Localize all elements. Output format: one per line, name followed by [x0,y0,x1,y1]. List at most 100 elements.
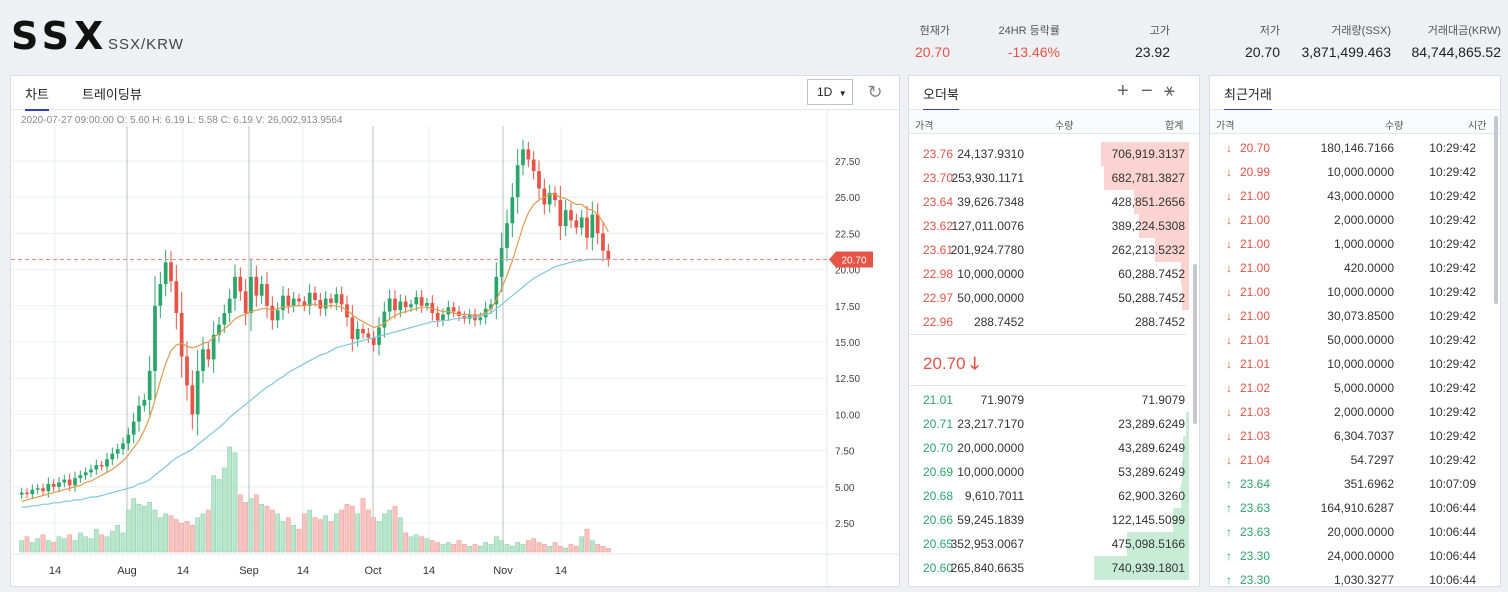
bid-total: 23,289.6249 [1118,417,1185,431]
volume-bar [451,544,457,553]
trade-row[interactable]: ↓ 21.02 5,000.0000 10:29:42 [1210,376,1490,400]
candle-body [505,223,509,248]
trade-row[interactable]: ↓ 21.03 2,000.0000 10:29:42 [1210,400,1490,424]
bid-row[interactable]: 20.60 265,840.6635 740,939.1801 [909,556,1189,580]
bid-row[interactable]: 21.01 71.9079 71.9079 [909,388,1189,412]
candle-body [569,210,573,221]
volume-bar [45,540,51,553]
trade-row[interactable]: ↑ 23.63 20,000.0000 10:06:44 [1210,520,1490,544]
ask-depth-bar [1134,190,1189,214]
candle-body [222,313,227,325]
trade-row[interactable]: ↓ 21.04 54.7297 10:29:42 [1210,448,1490,472]
ask-row[interactable]: 22.96 288.7452 288.7452 [909,310,1189,334]
tab-tradingview[interactable]: 트레이딩뷰 [82,87,142,102]
volume-bar [573,546,579,553]
candle-body [169,262,173,282]
trade-price: 21.03 [1240,405,1271,419]
orderbook-scrollbar[interactable] [1193,264,1197,424]
arrow-up-icon: ↑ [1226,549,1232,563]
bid-price: 20.60 [923,561,954,575]
volume-bar [419,536,425,553]
volume-bar [339,509,345,553]
bid-row[interactable]: 20.71 23,217.7170 23,289.6249 [909,412,1189,436]
ask-total: 389,224.5308 [1111,219,1185,233]
trade-row[interactable]: ↓ 21.00 1,000.0000 10:29:42 [1210,232,1490,256]
stat-trade-value: 거래대금(KRW) 84,744,865.52 [1398,22,1501,60]
tab-recent-trades[interactable]: 최근거래 [1224,84,1272,111]
volume-bar [131,498,137,553]
group-icon[interactable]: ⚹ [1164,80,1175,100]
trade-row[interactable]: ↓ 20.99 10,000.0000 10:29:42 [1210,160,1490,184]
bid-row[interactable]: 20.68 9,610.7011 62,900.3260 [909,484,1189,508]
ask-row[interactable]: 22.97 50,000.0000 50,288.7452 [909,286,1189,310]
candle-body [126,434,131,444]
trade-price: 20.70 [1240,141,1271,155]
volume-bar [19,540,25,553]
ask-row[interactable]: 22.98 10,000.0000 60,288.7452 [909,262,1189,286]
candle-body [137,405,141,422]
bid-qty: 20,000.0000 [957,441,1024,455]
volume-bar [77,532,83,553]
volume-bar [483,542,489,553]
trade-row[interactable]: ↓ 21.00 30,073.8500 10:29:42 [1210,304,1490,328]
arrow-down-icon: 🡓 [970,354,980,373]
trade-row[interactable]: ↑ 23.64 351.6962 10:07:09 [1210,472,1490,496]
trade-row[interactable]: ↓ 21.00 10,000.0000 10:29:42 [1210,280,1490,304]
candle-body [403,301,408,308]
ask-row[interactable]: 23.64 39,626.7348 428,851.2656 [909,190,1189,214]
ask-row[interactable]: 23.76 24,137.9310 706,919.3137 [909,142,1189,166]
trade-row[interactable]: ↑ 23.30 1,030.3277 10:06:44 [1210,568,1490,586]
volume-bar [104,536,110,553]
stat-24h-change: 24HR 등락률 -13.46% [990,22,1060,60]
candle-body [67,479,72,486]
stat-value: -13.46% [1007,44,1060,60]
trade-row[interactable]: ↓ 21.00 420.0000 10:29:42 [1210,256,1490,280]
candle-body [387,298,392,312]
arrow-down-icon: ↓ [1226,285,1232,299]
refresh-icon[interactable]: ↻ [867,82,883,102]
bid-row[interactable]: 20.70 20,000.0000 43,289.6249 [909,436,1189,460]
candle-body [329,298,333,303]
ask-row[interactable]: 23.62 127,011.0076 389,224.5308 [909,214,1189,238]
volume-bar [392,505,398,553]
trade-row[interactable]: ↓ 20.70 180,146.7166 10:29:42 [1210,136,1490,160]
trade-row[interactable]: ↓ 21.00 2,000.0000 10:29:42 [1210,208,1490,232]
candle-body [131,421,136,435]
trade-row[interactable]: ↓ 21.03 6,304.7037 10:29:42 [1210,424,1490,448]
tab-chart[interactable]: 차트 [25,84,49,111]
interval-select[interactable]: 1D ▼ [807,79,853,105]
y-tick-label: 20.00 [835,266,860,277]
trade-row[interactable]: ↓ 21.01 10,000.0000 10:29:42 [1210,352,1490,376]
ask-row[interactable]: 23.70 253,930.1171 682,781.3827 [909,166,1189,190]
bid-row[interactable]: 20.66 59,245.1839 122,145.5099 [909,508,1189,532]
volume-bar [600,546,606,553]
tab-orderbook[interactable]: 오더북 [923,84,959,111]
minus-icon[interactable]: − [1141,80,1153,102]
x-tick-label: 14 [555,565,567,577]
candle-body [542,188,547,205]
plus-icon[interactable]: + [1117,80,1129,102]
trade-row[interactable]: ↑ 23.63 164,910.6287 10:06:44 [1210,496,1490,520]
ask-total: 60,288.7452 [1118,267,1185,281]
candle-body [409,304,413,308]
trades-scrollbar[interactable] [1494,116,1498,304]
stat-volume: 거래량(SSX) 3,871,499.463 [1290,22,1391,60]
y-tick-label: 17.50 [835,302,860,313]
trade-row[interactable]: ↑ 23.30 24,000.0000 10:06:44 [1210,544,1490,568]
ask-row[interactable]: 23.61 201,924.7780 262,213.5232 [909,238,1189,262]
trade-row[interactable]: ↓ 21.00 43,000.0000 10:29:42 [1210,184,1490,208]
arrow-up-icon: ↑ [1226,525,1232,539]
volume-bar [579,536,585,553]
arrow-down-icon: ↓ [1226,453,1232,467]
volume-bar [29,542,35,553]
ask-qty: 127,011.0076 [951,219,1024,233]
trade-row[interactable]: ↓ 21.01 50,000.0000 10:29:42 [1210,328,1490,352]
bid-depth-bar [1182,460,1189,484]
bid-row[interactable]: 20.65 352,953.0067 475,098.5166 [909,532,1189,556]
trade-qty: 50,000.0000 [1327,333,1394,347]
bid-row[interactable]: 20.69 10,000.0000 53,289.6249 [909,460,1189,484]
candle-body [94,465,99,470]
volume-bar [232,452,238,553]
volume-bar [371,517,377,553]
price-chart[interactable]: 27.50 25.00 22.50 20.00 17.50 15.00 12.50 10.00… [11,110,899,588]
